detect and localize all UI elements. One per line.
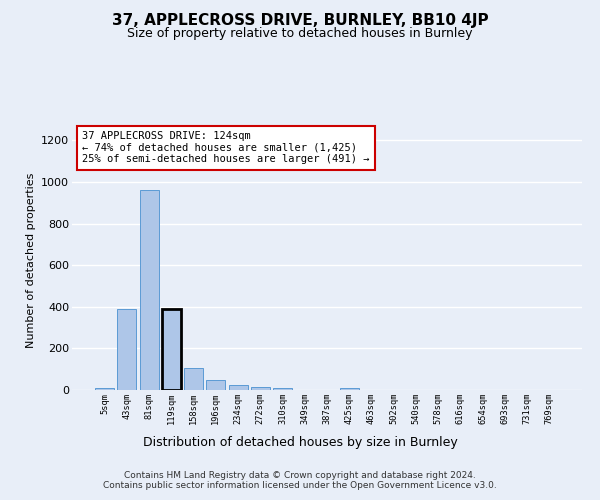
Bar [95, 388, 114, 390]
Bar [340, 388, 359, 390]
Bar [206, 380, 225, 390]
Bar [140, 190, 158, 390]
Bar [251, 387, 270, 390]
Text: Size of property relative to detached houses in Burnley: Size of property relative to detached ho… [127, 28, 473, 40]
Text: Contains HM Land Registry data © Crown copyright and database right 2024.: Contains HM Land Registry data © Crown c… [124, 472, 476, 480]
Text: Contains public sector information licensed under the Open Government Licence v3: Contains public sector information licen… [103, 482, 497, 490]
Y-axis label: Number of detached properties: Number of detached properties [26, 172, 35, 348]
Bar [184, 368, 203, 390]
Text: 37, APPLECROSS DRIVE, BURNLEY, BB10 4JP: 37, APPLECROSS DRIVE, BURNLEY, BB10 4JP [112, 12, 488, 28]
Bar [118, 309, 136, 390]
Bar [229, 386, 248, 390]
Bar [273, 388, 292, 390]
Text: 37 APPLECROSS DRIVE: 124sqm
← 74% of detached houses are smaller (1,425)
25% of : 37 APPLECROSS DRIVE: 124sqm ← 74% of det… [82, 132, 370, 164]
Text: Distribution of detached houses by size in Burnley: Distribution of detached houses by size … [143, 436, 457, 449]
Bar [162, 309, 181, 390]
